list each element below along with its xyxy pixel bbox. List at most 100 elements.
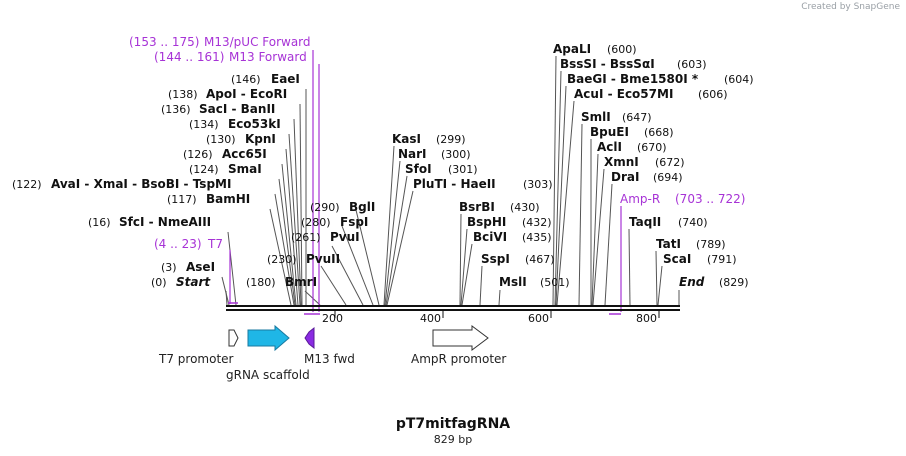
site-pos: (430) [510,201,540,214]
site-pos: (0) [151,276,167,289]
site-bcivi[interactable]: BciVI [473,230,507,244]
site-pos: (791) [707,253,737,266]
site-pos: (16) [88,216,111,229]
site-pos: (300) [441,148,471,161]
plasmid-name: pT7mitfagRNA [395,416,511,432]
site-sfci-nmeaiii[interactable]: SfcI - NmeAIII [119,215,211,229]
site-pos: (789) [696,238,726,251]
site-start[interactable]: Start [176,275,211,289]
t7-promoter-arrow[interactable] [228,329,239,347]
site-pos: (261) [291,231,321,244]
site-pos: (604) [724,73,754,86]
site-pos: (829) [719,276,749,289]
site-bsssi[interactable]: BssSI - BssSαI [560,57,655,71]
site-leader-lines [221,55,680,306]
site-apoi-ecori[interactable]: ApoI - EcoRI [206,87,287,101]
site-acui-eco57mi[interactable]: AcuI - Eco57MI [574,87,673,101]
site-bsphi[interactable]: BspHI [467,215,506,229]
primer-marks [228,302,621,315]
site-sspi[interactable]: SspI [481,252,510,266]
snapgene-credit: Created by SnapGene [801,2,900,12]
site-end[interactable]: End [679,275,705,289]
site-pos: (134) [189,118,219,131]
site-avai-xmai-bsobi-tspmi[interactable]: AvaI - XmaI - BsoBI - TspMI [51,177,231,191]
site-smli[interactable]: SmlI [581,110,611,124]
site-pos: (130) [206,133,236,146]
site-apali[interactable]: ApaLI [553,42,591,56]
site-pos: (435) [522,231,552,244]
site-asei[interactable]: AseI [186,260,215,274]
site-pos: (290) [310,201,340,214]
ruler-ticks [334,310,660,318]
grna-scaffold-label: gRNA scaffold [226,368,310,382]
site-pos: (138) [168,88,198,101]
site-kpni[interactable]: KpnI [245,132,276,146]
site-nari[interactable]: NarI [398,147,427,161]
site-pos: (694) [653,171,683,184]
feature-arrows [228,324,489,352]
primer-m13-range: (144 .. 161) [154,50,224,64]
primer-leader-lines [229,50,622,312]
site-pos: (647) [622,111,652,124]
site-bgli[interactable]: BglI [349,200,375,214]
primer-t7-range: (4 .. 23) [154,237,202,251]
site-eaei[interactable]: EaeI [271,72,300,86]
site-pos: (740) [678,216,708,229]
site-pos: (280) [301,216,331,229]
site-pos: (303) [523,178,553,191]
site-xmni[interactable]: XmnI [604,155,639,169]
plasmid-length: 829 bp [433,433,473,446]
primer-m13puc-range: (153 .. 175) [129,35,199,49]
site-pos: (146) [231,73,261,86]
site-pos: (501) [540,276,570,289]
primer-t7-name[interactable]: T7 [207,237,223,251]
site-pos: (668) [644,126,674,139]
site-pos: (122) [12,178,42,191]
site-pluti-haeii[interactable]: PluTI - HaeII [413,177,496,191]
site-bamhi[interactable]: BamHI [206,192,250,206]
plasmid-backbone [226,305,680,311]
site-bsrbi[interactable]: BsrBI [459,200,495,214]
site-saci-banii[interactable]: SacI - BanII [199,102,275,116]
site-pos: (603) [677,58,707,71]
site-acli[interactable]: AclI [597,140,622,154]
primer-m13puc-name[interactable]: M13/pUC Forward [204,35,311,49]
site-pvui[interactable]: PvuI [330,230,360,244]
site-pos: (230) [267,253,297,266]
site-eco53ki[interactable]: Eco53kI [228,117,281,131]
primer-ampr-range: (703 .. 722) [675,192,745,206]
site-pos: (670) [637,141,667,154]
m13-fwd-arrow[interactable] [304,326,315,350]
ampr-promoter-arrow[interactable] [432,325,489,351]
site-bmri[interactable]: BmrI [285,275,317,289]
site-acc65i[interactable]: Acc65I [222,147,267,161]
site-pvuii[interactable]: PvuII [306,252,340,266]
site-pos: (432) [522,216,552,229]
ruler-label-800: 800 [636,312,657,325]
site-kasi[interactable]: KasI [392,132,421,146]
site-pos: (600) [607,43,637,56]
site-fspi[interactable]: FspI [340,215,368,229]
primer-ampr-name[interactable]: Amp-R [620,192,660,206]
primer-m13-name[interactable]: M13 Forward [229,50,307,64]
site-pos: (126) [183,148,213,161]
site-baegi-bme1580i[interactable]: BaeGI - Bme1580I * [567,72,699,86]
site-scai[interactable]: ScaI [663,252,691,266]
site-bpuei[interactable]: BpuEI [590,125,629,139]
site-pos: (180) [246,276,276,289]
m13-fwd-label: M13 fwd [304,352,355,366]
site-drai[interactable]: DraI [611,170,639,184]
t7-promoter-label: T7 promoter [158,352,234,366]
site-tati[interactable]: TatI [656,237,681,251]
site-pos: (136) [161,103,191,116]
site-pos: (672) [655,156,685,169]
grna-scaffold-arrow[interactable] [247,324,290,352]
site-pos: (124) [189,163,219,176]
ruler-label-600: 600 [528,312,549,325]
site-sfoi[interactable]: SfoI [405,162,432,176]
site-taqii[interactable]: TaqII [629,215,661,229]
site-msli[interactable]: MslI [499,275,527,289]
site-smai[interactable]: SmaI [228,162,262,176]
site-pos: (3) [161,261,177,274]
